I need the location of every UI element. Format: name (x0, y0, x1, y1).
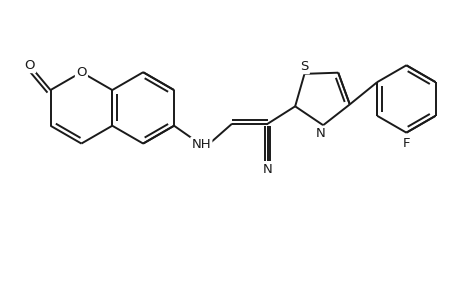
Text: S: S (300, 60, 308, 73)
Text: O: O (76, 66, 86, 79)
Text: F: F (402, 137, 409, 150)
Text: O: O (24, 59, 35, 72)
Text: N: N (262, 163, 272, 176)
Text: N: N (315, 127, 325, 140)
Text: NH: NH (191, 138, 211, 151)
